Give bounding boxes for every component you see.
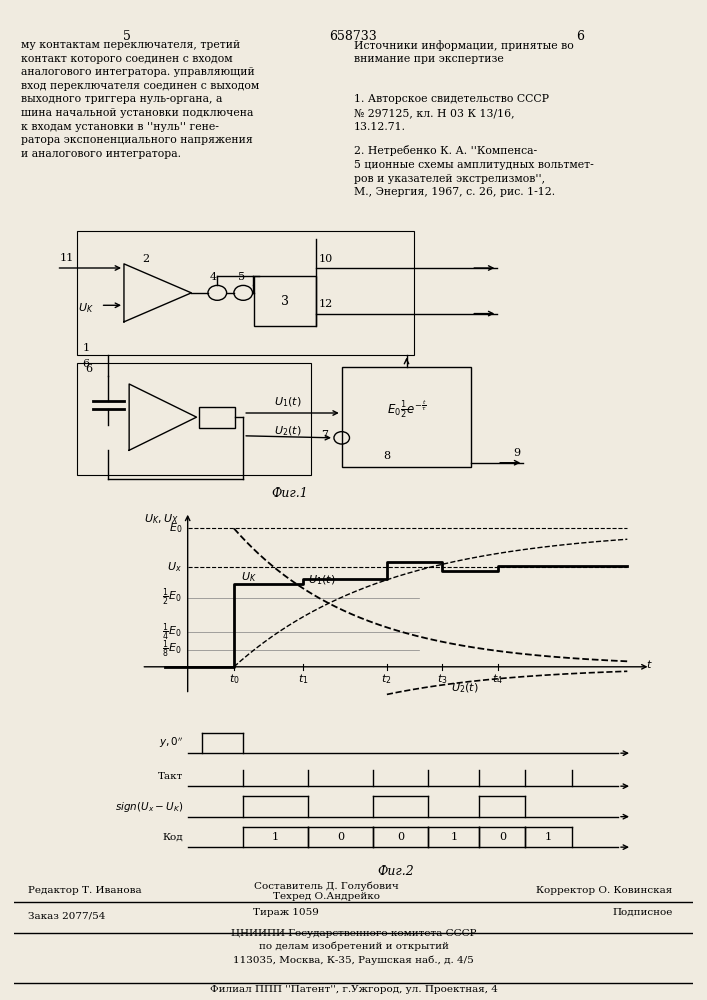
- Text: Фиг.1: Фиг.1: [271, 487, 308, 500]
- Text: $U_K$: $U_K$: [241, 570, 257, 584]
- Text: Фиг.2: Фиг.2: [378, 865, 414, 878]
- Text: Код: Код: [163, 832, 183, 841]
- Bar: [254, 276, 316, 326]
- Text: Филиал ППП ''Патент'', г.Ужгород, ул. Проектная, 4: Филиал ППП ''Патент'', г.Ужгород, ул. Пр…: [209, 985, 498, 994]
- Text: 10: 10: [318, 254, 332, 264]
- Text: $U_1(t)$: $U_1(t)$: [274, 395, 302, 409]
- Text: $t_2$: $t_2$: [381, 672, 392, 686]
- Text: 1: 1: [450, 832, 457, 842]
- Text: $E_0\frac{1}{2}e^{-\frac{t}{\tau}}$: $E_0\frac{1}{2}e^{-\frac{t}{\tau}}$: [387, 398, 426, 420]
- Text: Подписное: Подписное: [612, 908, 672, 917]
- Text: ЦНИИПИ Государственного комитета СССР
по делам изобретений и открытий
113035, Мо: ЦНИИПИ Государственного комитета СССР по…: [230, 929, 477, 965]
- Text: $\frac{1}{8}E_0$: $\frac{1}{8}E_0$: [163, 639, 182, 660]
- Text: 6: 6: [85, 364, 92, 374]
- Text: $U_K,U_X$: $U_K,U_X$: [144, 512, 178, 526]
- Text: 12: 12: [318, 299, 332, 309]
- Text: $\frac{1}{2}E_0$: $\frac{1}{2}E_0$: [163, 587, 182, 608]
- Text: $U_x$: $U_x$: [168, 560, 182, 574]
- Text: 0: 0: [499, 832, 506, 842]
- Text: $t_0$: $t_0$: [228, 672, 240, 686]
- Text: Такт: Такт: [158, 772, 183, 781]
- Text: Тираж 1059: Тираж 1059: [252, 908, 319, 917]
- Text: 1. Авторское свидетельство СССР
№ 297125, кл. Н 03 К 13/16,
13.12.71.: 1. Авторское свидетельство СССР № 297125…: [354, 94, 549, 132]
- Text: 4: 4: [209, 272, 216, 282]
- Text: 1: 1: [83, 343, 90, 353]
- Text: 5: 5: [123, 30, 132, 43]
- Polygon shape: [129, 384, 197, 450]
- Text: 0: 0: [397, 832, 404, 842]
- Text: Заказ 2077/54: Заказ 2077/54: [28, 912, 105, 920]
- Text: 11: 11: [59, 253, 74, 263]
- Bar: [77, 231, 414, 355]
- Text: Техред О.Андрейко: Техред О.Андрейко: [273, 892, 380, 901]
- Text: $U_2(t)$: $U_2(t)$: [452, 681, 479, 695]
- Text: 8: 8: [383, 451, 390, 461]
- Polygon shape: [124, 264, 192, 322]
- Bar: [199, 407, 235, 428]
- Text: му контактам переключателя, третий
контакт которого соединен с входом
аналоговог: му контактам переключателя, третий конта…: [21, 40, 259, 159]
- Text: 0: 0: [337, 832, 344, 842]
- Text: 5: 5: [238, 272, 245, 282]
- Text: $\frac{1}{4}E_0$: $\frac{1}{4}E_0$: [163, 621, 182, 643]
- Text: $U_2(t)$: $U_2(t)$: [274, 424, 302, 438]
- Text: Составитель Д. Голубович: Составитель Д. Голубович: [254, 881, 399, 891]
- Text: $sign(U_x-U_K)$: $sign(U_x-U_K)$: [115, 800, 183, 814]
- Text: Источники информации, принятые во
внимание при экспертизе: Источники информации, принятые во вниман…: [354, 40, 573, 64]
- Text: 1: 1: [545, 832, 552, 842]
- Text: $E_0$: $E_0$: [169, 522, 182, 535]
- Text: $t_4$: $t_4$: [492, 672, 503, 686]
- Text: 7: 7: [321, 430, 328, 440]
- Text: $t_3$: $t_3$: [437, 672, 448, 686]
- Text: 658733: 658733: [329, 30, 378, 43]
- Text: $y,0''$: $y,0''$: [158, 736, 183, 750]
- Text: 2. Нетребенко К. А. ''Компенса-
5 ционные схемы амплитудных вольтмет-
ров и указ: 2. Нетребенко К. А. ''Компенса- 5 ционны…: [354, 145, 593, 197]
- Text: 6: 6: [575, 30, 584, 43]
- Text: $t$: $t$: [645, 658, 653, 670]
- Text: 6: 6: [83, 359, 90, 369]
- Text: 2: 2: [142, 254, 149, 264]
- Text: $U_K$: $U_K$: [78, 302, 94, 315]
- Bar: [77, 363, 310, 475]
- Text: Редактор Т. Иванова: Редактор Т. Иванова: [28, 886, 141, 895]
- Bar: [341, 367, 472, 467]
- Text: 3: 3: [281, 295, 288, 308]
- Text: $U_1(t)$: $U_1(t)$: [308, 573, 336, 587]
- Text: Корректор О. Ковинская: Корректор О. Ковинская: [536, 886, 672, 895]
- Text: $t_1$: $t_1$: [298, 672, 309, 686]
- Text: 9: 9: [513, 448, 520, 458]
- Text: 1: 1: [272, 832, 279, 842]
